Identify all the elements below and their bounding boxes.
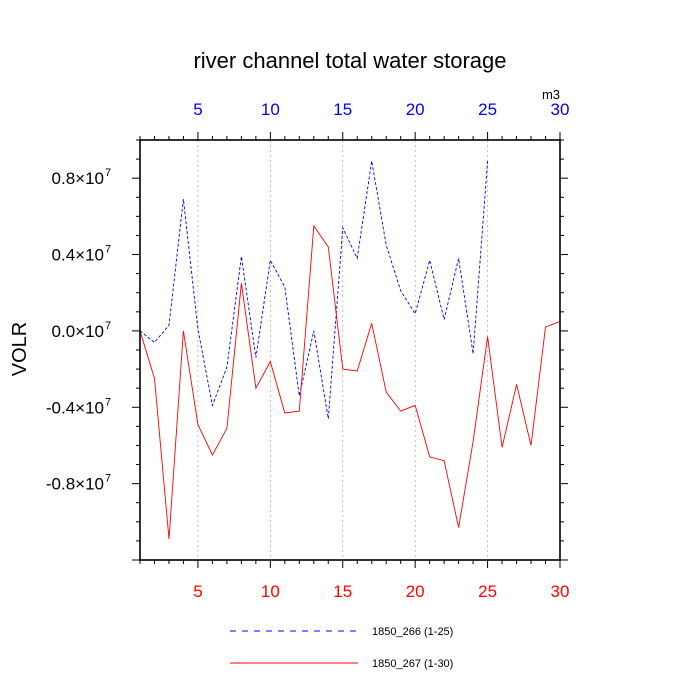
y-tick-label: -0.4×10 bbox=[46, 398, 104, 417]
series-line-2 bbox=[139, 224, 561, 540]
series-layer bbox=[139, 160, 561, 540]
x-tick-label-bottom: 20 bbox=[406, 582, 425, 601]
x-tick-label-bottom: 5 bbox=[193, 582, 202, 601]
y-tick-label: 0.0×10 bbox=[52, 322, 104, 341]
x-tick-label-top: 10 bbox=[261, 100, 280, 119]
y-tick-label: 0.8×10 bbox=[52, 169, 104, 188]
y-tick-exponent: 7 bbox=[105, 167, 111, 179]
x-tick-label-top: 15 bbox=[333, 100, 352, 119]
x-tick-label-bottom: 10 bbox=[261, 582, 280, 601]
x-tick-label-top: 5 bbox=[193, 100, 202, 119]
x-tick-label-top: 25 bbox=[478, 100, 497, 119]
y-tick-label: 0.4×10 bbox=[52, 246, 104, 265]
units-label: m3 bbox=[542, 87, 560, 102]
x-tick-label-top: 20 bbox=[406, 100, 425, 119]
legend: 1850_266 (1-25) 1850_267 (1-30) bbox=[230, 626, 453, 670]
y-tick-exponent: 7 bbox=[105, 396, 111, 408]
chart-title: river channel total water storage bbox=[193, 48, 506, 73]
plot-frame bbox=[139, 139, 561, 561]
x-tick-label-top: 30 bbox=[551, 100, 570, 119]
y-tick-label: -0.8×10 bbox=[46, 475, 104, 494]
y-tick-exponent: 7 bbox=[105, 473, 111, 485]
y-tick-exponent: 7 bbox=[105, 320, 111, 332]
legend-label-series-1: 1850_266 (1-25) bbox=[372, 626, 453, 638]
x-tick-label-bottom: 30 bbox=[551, 582, 570, 601]
legend-label-series-2: 1850_267 (1-30) bbox=[372, 658, 453, 670]
series-line-1 bbox=[139, 160, 489, 419]
y-tick-exponent: 7 bbox=[105, 244, 111, 256]
x-tick-label-bottom: 15 bbox=[333, 582, 352, 601]
grid-lines bbox=[197, 140, 488, 560]
x-tick-label-bottom: 25 bbox=[478, 582, 497, 601]
y-axis-label: VOLR bbox=[9, 322, 31, 376]
